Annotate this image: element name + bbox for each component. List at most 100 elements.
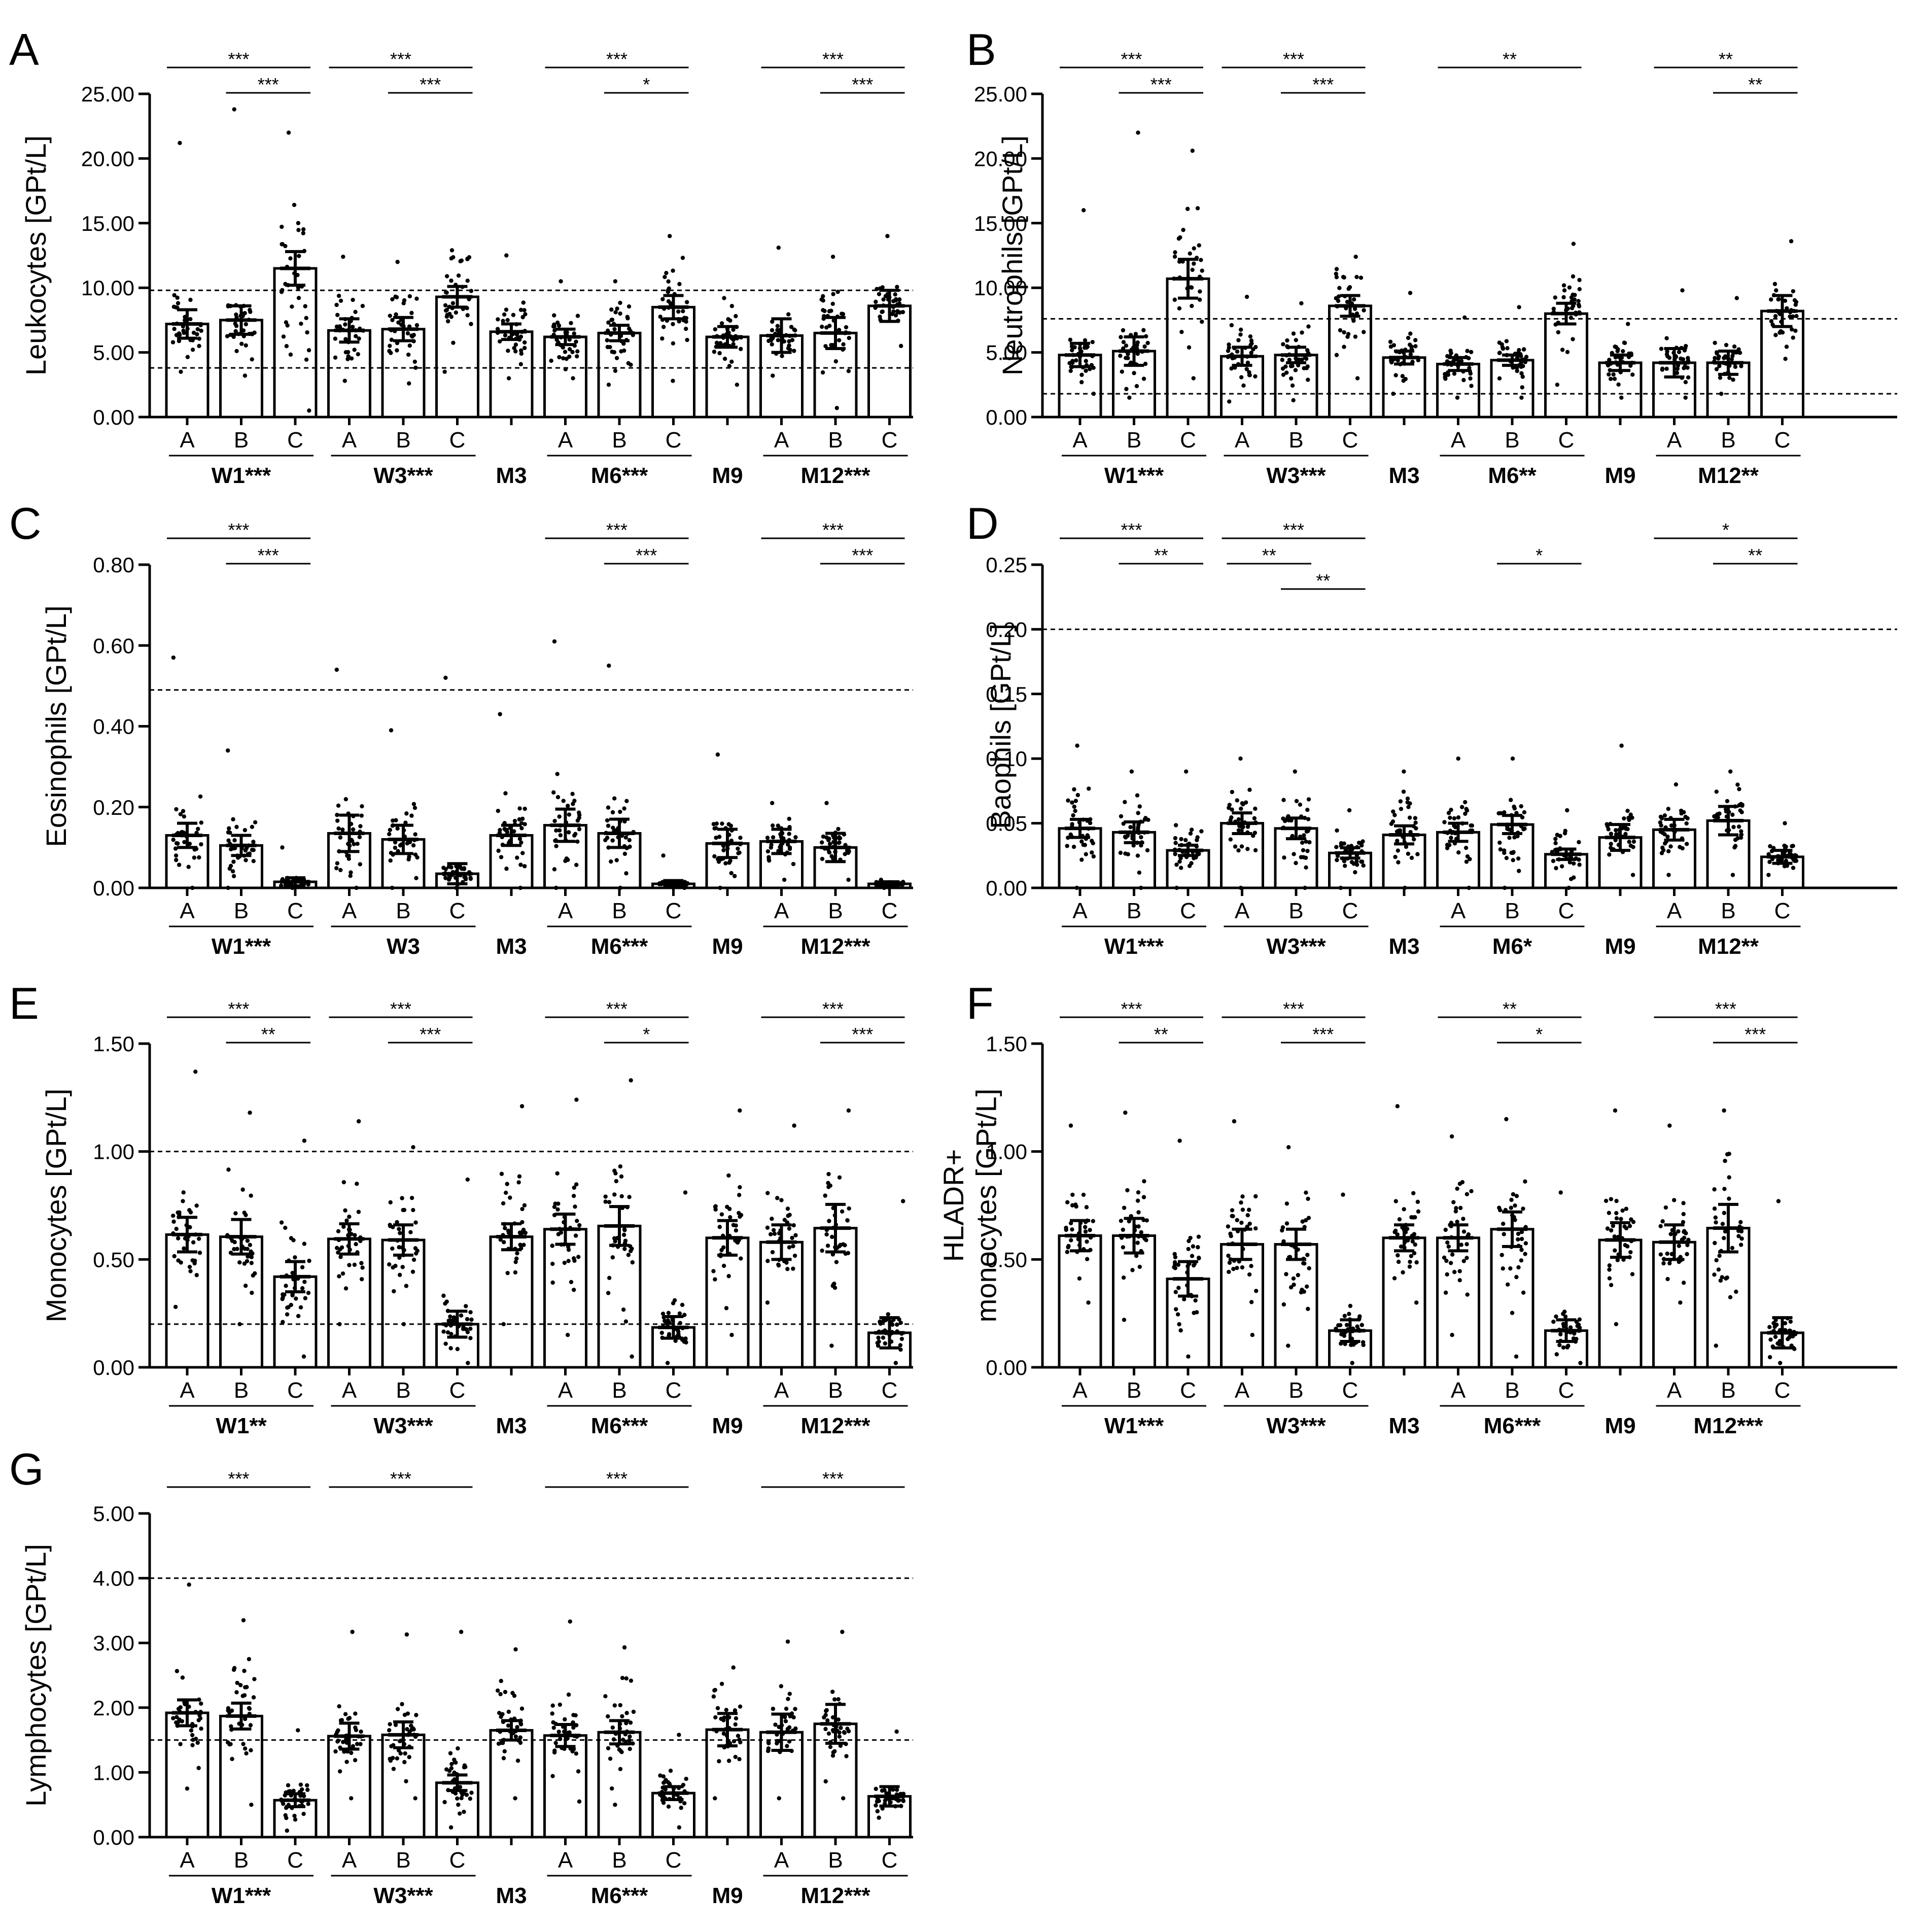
timepoint-label: M12** (1698, 934, 1759, 959)
data-point (765, 849, 771, 854)
data-point (717, 835, 722, 839)
data-point (766, 857, 771, 862)
y-tick-label: 4.00 (93, 1567, 134, 1591)
data-point (304, 357, 309, 362)
data-point (1405, 800, 1410, 805)
data-point (182, 814, 187, 819)
x-category-label: A (1667, 899, 1682, 923)
data-point (1446, 1244, 1451, 1249)
data-point (175, 295, 180, 300)
data-point (1448, 1261, 1453, 1265)
data-point (1734, 1289, 1738, 1294)
data-point (517, 1174, 522, 1179)
y-tick-label: 0.05 (986, 812, 1027, 836)
data-point (1392, 813, 1397, 817)
panel-letter: B (966, 24, 996, 75)
data-point (1136, 1210, 1141, 1215)
data-point (232, 1240, 237, 1245)
data-point (1249, 1300, 1254, 1304)
data-point (1722, 1108, 1726, 1113)
data-point (1123, 1110, 1128, 1115)
data-point (1306, 1216, 1311, 1220)
data-point (180, 1719, 185, 1723)
data-point (1736, 824, 1741, 829)
data-point (827, 836, 831, 841)
data-point (1686, 375, 1691, 380)
data-point (1566, 1343, 1571, 1348)
data-point (1714, 1258, 1719, 1263)
data-point (1090, 839, 1094, 843)
data-point (1244, 367, 1249, 371)
data-point (352, 348, 357, 352)
data-point (1718, 1278, 1723, 1283)
data-point (393, 1722, 398, 1727)
data-point (245, 1238, 250, 1243)
data-point (1658, 820, 1663, 825)
data-point (575, 354, 579, 359)
data-point (1514, 1194, 1519, 1198)
data-point (677, 1733, 681, 1737)
data-point (1084, 359, 1088, 363)
data-point (880, 309, 885, 314)
data-point (1236, 338, 1241, 342)
data-point (459, 1796, 464, 1801)
data-point (298, 1305, 303, 1310)
bar (489, 1235, 534, 1369)
significance-label: *** (1715, 998, 1736, 1019)
data-point (1197, 243, 1201, 248)
timepoint-label: W3*** (1266, 1413, 1326, 1438)
data-point (412, 359, 417, 364)
data-point (1577, 862, 1582, 867)
data-point (770, 328, 775, 333)
data-point (1627, 839, 1631, 844)
data-point (1337, 286, 1342, 290)
significance-label: ** (1316, 570, 1330, 591)
data-point (449, 248, 455, 253)
data-point (780, 354, 784, 358)
data-point (1712, 1272, 1717, 1277)
data-point (722, 356, 727, 361)
data-point (550, 1774, 555, 1778)
data-point (1135, 1198, 1140, 1203)
data-point (838, 836, 843, 841)
data-point (1392, 1276, 1397, 1281)
data-point (1284, 1221, 1289, 1226)
data-point (837, 1734, 842, 1739)
data-point (1561, 295, 1566, 300)
data-point (664, 270, 669, 275)
data-point (1562, 288, 1567, 293)
data-point (786, 312, 791, 317)
data-point (1519, 395, 1524, 400)
data-point (1294, 338, 1298, 342)
data-point (612, 1192, 617, 1197)
data-point (1127, 395, 1132, 400)
data-point (671, 378, 675, 383)
significance-label: *** (606, 49, 627, 70)
data-point (459, 1630, 464, 1634)
data-point (1511, 1192, 1516, 1197)
data-point (1174, 862, 1179, 867)
data-point (773, 1722, 778, 1727)
data-point (391, 818, 395, 823)
data-point (1619, 743, 1624, 748)
data-point (187, 1582, 191, 1587)
x-category-label: B (1505, 899, 1519, 923)
data-point (1464, 1256, 1469, 1260)
data-point (1614, 1198, 1619, 1203)
significance-label: *** (258, 74, 279, 95)
data-point (244, 1751, 249, 1756)
data-point (242, 373, 248, 378)
timepoint-label: W1*** (1104, 463, 1164, 488)
data-point (1393, 854, 1398, 859)
data-point (173, 853, 179, 858)
data-point (1252, 816, 1257, 821)
data-point (303, 1296, 308, 1300)
data-point (731, 1739, 737, 1744)
data-point (1306, 324, 1311, 329)
data-point (349, 1750, 354, 1755)
data-point (387, 832, 392, 837)
data-point (1559, 864, 1564, 869)
x-category-label: C (449, 899, 466, 923)
data-point (1685, 1243, 1690, 1248)
timepoint-label: W1*** (212, 1883, 271, 1908)
